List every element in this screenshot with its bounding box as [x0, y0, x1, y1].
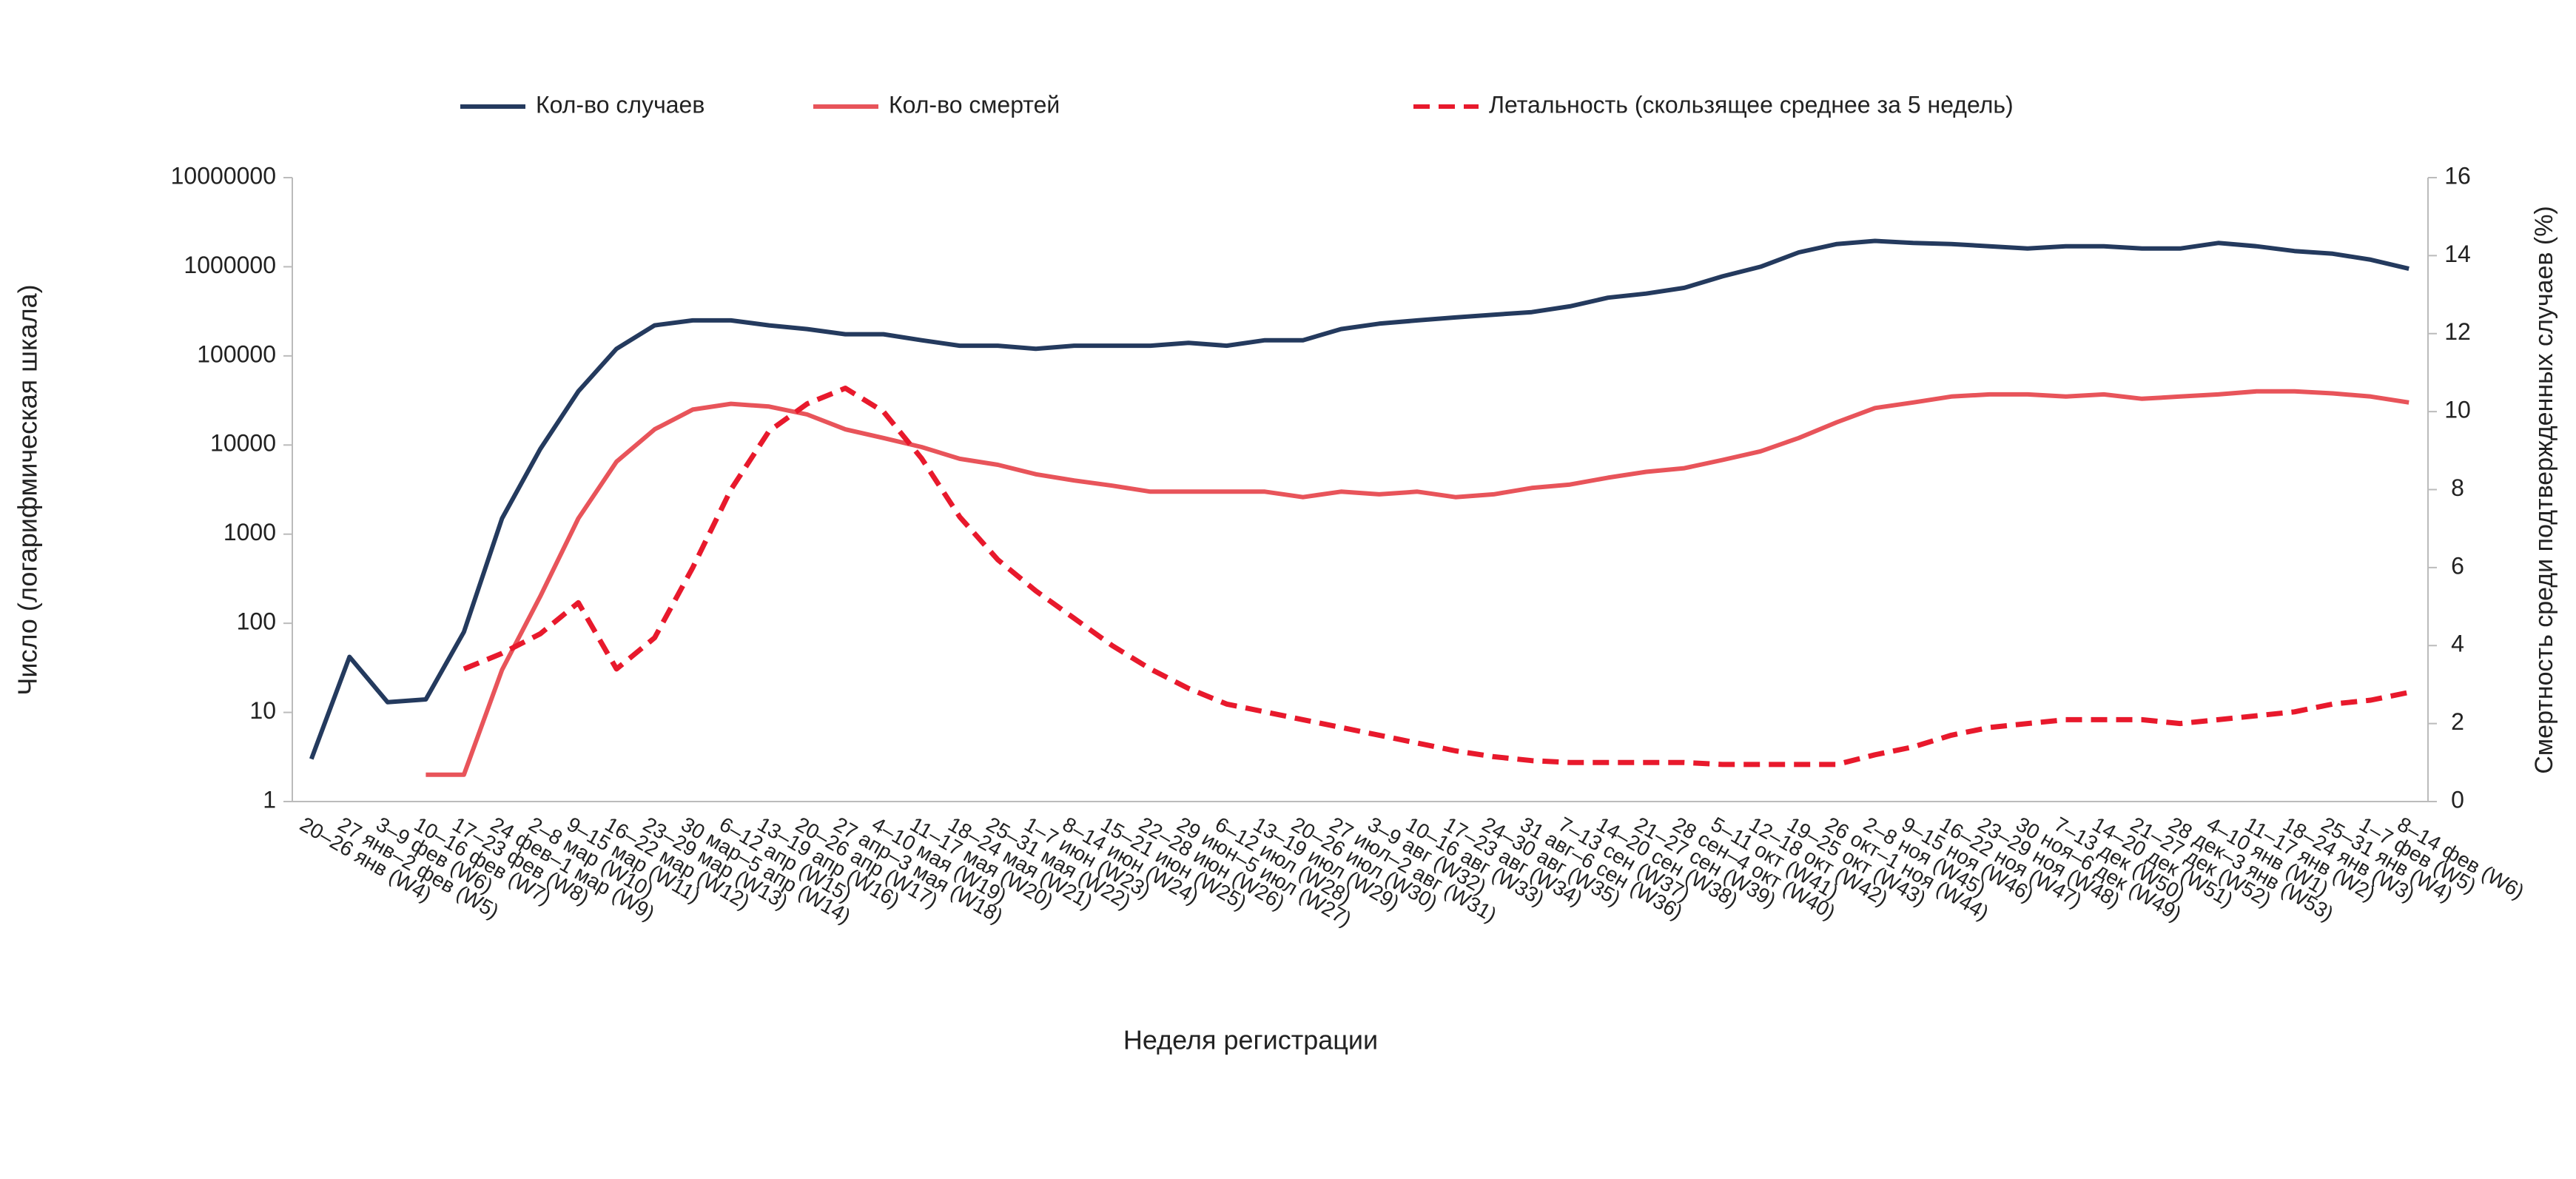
- legend-label: Кол-во случаев: [536, 91, 704, 118]
- y2-tick-label: 16: [2444, 162, 2471, 189]
- y2-axis-title: Смертность среди подтвержденных случаев …: [2530, 206, 2558, 774]
- series-line: [463, 386, 2409, 767]
- y2-tick-label: 6: [2451, 552, 2464, 579]
- y2-tick-label: 4: [2451, 631, 2464, 657]
- y-tick-label: 10000000: [171, 162, 276, 189]
- y-tick-label: 1: [263, 786, 276, 813]
- y-tick-label: 10: [249, 697, 276, 724]
- legend-label: Летальность (скользящее среднее за 5 нед…: [1489, 91, 2014, 118]
- y-tick-label: 100: [237, 608, 276, 635]
- y-axis-title: Число (логарифмическая шкала): [13, 284, 43, 695]
- x-axis-title: Неделя регистрации: [1123, 1025, 1378, 1055]
- y2-tick-label: 12: [2444, 318, 2471, 345]
- y2-tick-label: 14: [2444, 241, 2471, 267]
- y2-tick-label: 2: [2451, 708, 2464, 735]
- y2-tick-label: 8: [2451, 474, 2464, 501]
- legend-label: Кол-во смертей: [889, 91, 1060, 118]
- series-line: [426, 389, 2409, 777]
- y-tick-label: 10000: [210, 430, 276, 457]
- series-line: [309, 238, 2409, 760]
- y-tick-label: 1000: [223, 519, 276, 545]
- y-tick-label: 1000000: [184, 252, 276, 278]
- y2-tick-label: 0: [2451, 786, 2464, 813]
- y-tick-label: 100000: [197, 340, 276, 367]
- y2-tick-label: 10: [2444, 397, 2471, 423]
